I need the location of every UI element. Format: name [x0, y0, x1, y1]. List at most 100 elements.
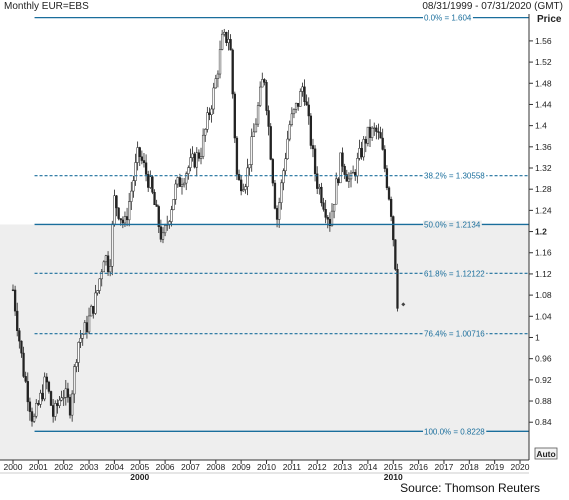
- decade-label: 2010: [384, 472, 403, 480]
- candle: [11, 284, 15, 292]
- candle: [307, 97, 310, 125]
- candle-body: [191, 153, 194, 158]
- lower-shaded-region: [0, 224, 529, 460]
- last-price-marker: [401, 302, 406, 307]
- candle-body: [180, 184, 184, 187]
- time-tick-label: 2009: [232, 462, 251, 472]
- candle-body: [225, 31, 228, 43]
- candle: [96, 290, 99, 296]
- candle-body: [172, 199, 175, 210]
- candle-body: [16, 310, 19, 331]
- candle: [322, 197, 325, 212]
- candle: [77, 341, 80, 372]
- price-tick-label: 1.48: [535, 78, 552, 88]
- candle: [387, 186, 391, 201]
- candle-body: [254, 123, 258, 133]
- candle-body: [56, 403, 59, 406]
- candle-body: [288, 124, 291, 140]
- candle-body: [111, 223, 114, 267]
- candle: [343, 163, 346, 180]
- candle: [337, 177, 340, 186]
- candle: [39, 389, 42, 408]
- candle-body: [147, 174, 150, 188]
- candle-body: [284, 158, 287, 172]
- time-axis: 2000 2001 2002 2003 2004 2005 2006 2007 2008 2009…: [0, 447, 558, 480]
- candle: [210, 105, 213, 123]
- candle-body: [66, 388, 70, 398]
- candle: [252, 123, 255, 137]
- candle: [104, 254, 108, 266]
- candle: [54, 400, 57, 421]
- candle-body: [41, 392, 44, 400]
- candle: [197, 149, 201, 162]
- candle: [237, 169, 241, 181]
- candle: [360, 141, 363, 160]
- candle-body: [119, 218, 122, 221]
- time-tick-label: 2015: [384, 462, 403, 472]
- candle: [231, 48, 234, 99]
- time-tick-label: 2005: [130, 462, 149, 472]
- candle: [189, 148, 192, 172]
- candle: [32, 413, 36, 423]
- candle-body: [332, 203, 336, 212]
- candle-body: [278, 202, 281, 220]
- candle: [43, 372, 46, 402]
- candle-body: [11, 289, 15, 291]
- candle: [30, 407, 34, 427]
- candle-body: [389, 199, 393, 217]
- candle: [294, 102, 298, 114]
- auto-scale-box[interactable]: [534, 447, 558, 460]
- candle-body: [282, 170, 285, 184]
- price-tick-label: 1.12: [535, 269, 552, 279]
- candle-body: [51, 405, 55, 417]
- candle: [227, 30, 230, 51]
- candle: [261, 72, 264, 88]
- time-tick-label: 2011: [283, 462, 302, 472]
- candle-body: [138, 147, 141, 158]
- candle-body: [263, 79, 266, 83]
- candle-body: [368, 126, 372, 138]
- candle: [368, 119, 372, 148]
- candle-body: [326, 217, 329, 220]
- candle-body: [121, 219, 124, 224]
- candle-body: [223, 31, 226, 35]
- candle-body: [109, 266, 112, 273]
- candle-body: [294, 102, 298, 110]
- price-tick-label: 1.4: [535, 121, 547, 131]
- auto-scale-button[interactable]: Auto: [534, 447, 558, 460]
- candle: [187, 165, 190, 180]
- fib-label-bg: [423, 269, 487, 279]
- candle-body: [370, 127, 374, 138]
- time-tick-label: 2008: [206, 462, 225, 472]
- candle-body: [151, 176, 154, 193]
- candle: [45, 373, 48, 390]
- candle: [235, 135, 239, 180]
- candle: [335, 172, 338, 205]
- candle-body: [199, 156, 203, 159]
- candle-body: [210, 108, 213, 115]
- candle: [225, 31, 228, 47]
- candle-body: [280, 182, 283, 203]
- time-tick-label: 2002: [54, 462, 73, 472]
- candlestick-chart[interactable]: 0.0% = 1.604 38.2% = 1.30558 50.0% = 1.213…: [0, 0, 569, 480]
- decade-label: 2000: [130, 472, 149, 480]
- candle: [297, 102, 300, 111]
- price-tick-label: 1.24: [535, 205, 552, 215]
- candle: [309, 113, 313, 150]
- candle-body: [233, 93, 236, 139]
- candle: [214, 74, 217, 89]
- candle-body: [309, 115, 313, 146]
- candle: [163, 223, 167, 237]
- candle: [157, 204, 160, 233]
- candle-body: [94, 292, 97, 314]
- candle: [385, 165, 389, 191]
- candle: [90, 304, 93, 317]
- candle: [98, 278, 101, 294]
- candle: [161, 227, 165, 244]
- candle: [246, 158, 249, 196]
- candle: [56, 399, 59, 414]
- candle-body: [297, 102, 300, 107]
- candle: [242, 183, 245, 192]
- auto-scale-label[interactable]: Auto: [536, 449, 555, 459]
- fib-label: 50.0% = 1.2134: [424, 220, 481, 229]
